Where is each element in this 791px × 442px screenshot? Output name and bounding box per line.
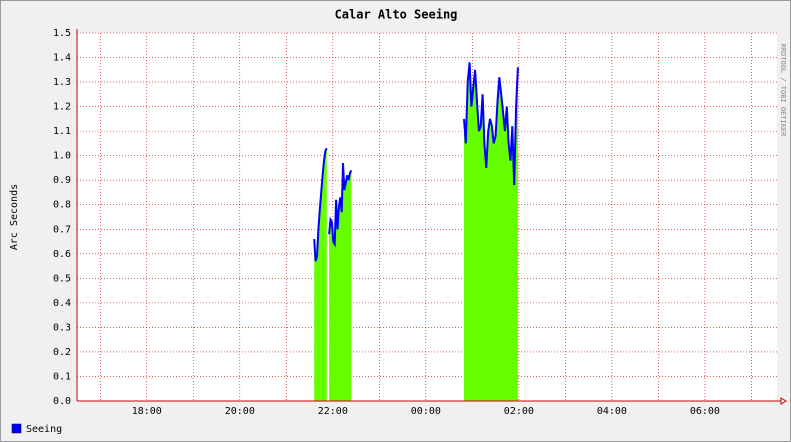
y-tick-label: 0.9 [53, 175, 71, 186]
y-tick-label: 0.0 [53, 396, 71, 407]
x-tick-label: 06:00 [690, 406, 720, 417]
watermark: RRDTOOL / TOBI OETIKER [779, 44, 787, 138]
y-tick-label: 0.8 [53, 200, 71, 211]
legend-label: Seeing [26, 424, 62, 435]
y-tick-label: 0.1 [53, 371, 71, 382]
x-tick-label: 22:00 [318, 406, 348, 417]
x-tick-label: 04:00 [597, 406, 627, 417]
area [314, 148, 327, 401]
y-tick-label: 1.0 [53, 151, 71, 162]
y-tick-label: 0.5 [53, 273, 71, 284]
x-tick-label: 00:00 [411, 406, 441, 417]
y-tick-label: 1.4 [53, 53, 71, 64]
line [328, 162, 353, 248]
line [463, 62, 519, 186]
y-tick-label: 0.7 [53, 224, 71, 235]
y-tick-label: 1.2 [53, 102, 71, 113]
y-tick-label: 1.3 [53, 77, 71, 88]
line [313, 147, 328, 262]
area [329, 163, 352, 401]
area [464, 62, 518, 402]
y-tick-label: 0.4 [53, 298, 71, 309]
y-tick-label: 0.6 [53, 249, 71, 260]
y-axis-label: Arc Seconds [9, 184, 20, 250]
x-tick-label: 18:00 [132, 406, 162, 417]
x-tick-label: 02:00 [504, 406, 534, 417]
y-tick-label: 0.2 [53, 347, 71, 358]
chart-title: Calar Alto Seeing [335, 8, 458, 22]
x-axis-arrow [780, 397, 787, 405]
x-tick-label: 20:00 [225, 406, 255, 417]
plot-area [77, 33, 777, 401]
y-tick-label: 1.1 [53, 126, 71, 137]
y-tick-label: 1.5 [53, 28, 71, 39]
y-tick-label: 0.3 [53, 322, 71, 333]
legend-swatch [11, 423, 22, 434]
